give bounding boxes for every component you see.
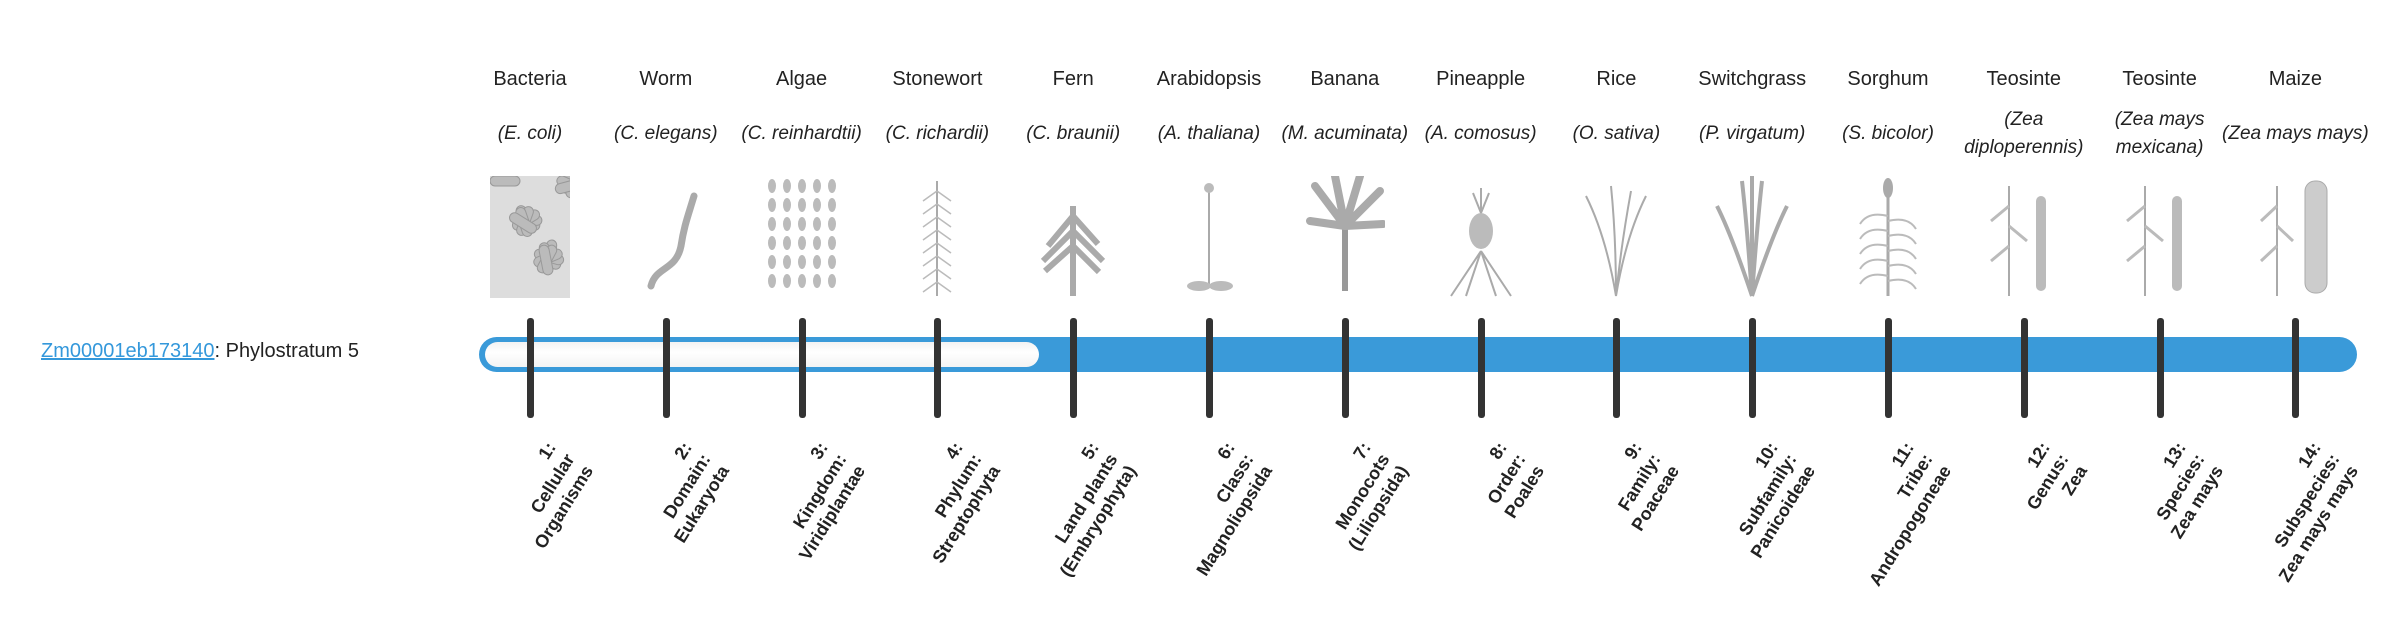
organism-common-name: Stonewort [892, 68, 983, 90]
stratum-tick [1885, 318, 1892, 418]
organism-species-name: (C. elegans) [586, 104, 746, 164]
bar-unfilled-segment [485, 342, 1040, 367]
organism-common-name: Worm [639, 68, 693, 90]
species-text: (Zea diploperennis) [1964, 109, 2084, 158]
species-text: (S. bicolor) [1842, 123, 1934, 144]
stratum-label: 12: Genus: Zea [1930, 438, 2092, 643]
organism-common-name: Teosinte [1986, 68, 2062, 90]
species-text: (A. comosus) [1424, 123, 1537, 144]
species-text: (C. elegans) [614, 123, 718, 144]
arabidopsis-icon [1187, 183, 1233, 291]
stratum-tick [2156, 318, 2164, 418]
stratum-tick [1070, 318, 1078, 418]
stratum-tick [1613, 318, 1621, 418]
stratum-label: 13: Species: Zea mays [2066, 438, 2228, 643]
stratum-tick [1749, 318, 1757, 418]
maize-icon [2260, 180, 2328, 296]
stratum-label: 6: Class: Magnoliopsida [1115, 438, 1277, 643]
algae-icon [767, 179, 836, 288]
organism-common-name: Fern [1052, 68, 1094, 90]
organism-species-name: (M. acuminata) [1265, 104, 1425, 164]
organism-common-name: Bacteria [493, 68, 567, 90]
organism-common-name: Pineapple [1436, 68, 1526, 90]
stratum-tick [2292, 318, 2300, 418]
species-text: (Zea mays mexicana) [2114, 109, 2205, 158]
stratum-label: 4: Phylum: Streptophyta [843, 438, 1005, 643]
stonewort-icon [922, 181, 952, 296]
organism-species-name: (A. comosus) [1401, 104, 1561, 164]
species-text: (P. virgatum) [1699, 123, 1806, 144]
bacteria-icon [490, 176, 570, 298]
species-text: (A. thaliana) [1157, 123, 1261, 144]
organism-species-name: (C. reinhardtii) [722, 104, 882, 164]
stratum-label: 8: Order: Poales [1387, 438, 1549, 643]
stratum-tick [662, 318, 670, 418]
rice-icon [1585, 185, 1648, 297]
switchgrass-icon [1715, 176, 1789, 297]
organism-common-name: Switchgrass [1698, 68, 1807, 90]
organism-common-name: Banana [1310, 68, 1380, 90]
stratum-label: 14: Subspecies: Zea mays mays [2201, 438, 2363, 643]
organism-species-name: (A. thaliana) [1129, 104, 1289, 164]
organism-species-name: (C. richardii) [857, 104, 1017, 164]
gene-id-link[interactable]: Zm00001eb173140 [41, 340, 215, 362]
worm-icon [647, 192, 698, 290]
stratum-label: 3: Kingdom: Viridiplantae [708, 438, 870, 643]
sorghum-icon [1859, 178, 1917, 296]
fern-icon [1041, 206, 1106, 296]
stratum-label: 7: Monocots (Liliopsida) [1251, 438, 1413, 643]
species-text: (C. richardii) [885, 123, 990, 144]
phylostratum-text: : Phylostratum 5 [214, 340, 359, 362]
banana-icon [1305, 176, 1385, 291]
species-text: (M. acuminata) [1281, 123, 1409, 144]
organism-common-name: Arabidopsis [1156, 68, 1262, 90]
organism-species-name: (E. coli) [450, 104, 610, 164]
stratum-tick [1341, 318, 1349, 418]
organism-species-name: (Zea mays mexicana) [2080, 104, 2240, 164]
organism-common-name: Algae [776, 68, 828, 90]
species-text: (C. braunii) [1026, 123, 1121, 144]
species-text: (E. coli) [497, 123, 563, 144]
stratum-tick [934, 318, 942, 418]
stratum-label: 9: Family: Poaceae [1522, 438, 1684, 643]
stratum-label: 10: Subfamily: Panicoideae [1658, 438, 1820, 643]
stratum-tick [798, 318, 806, 418]
phylostratum-bar [479, 337, 2357, 372]
stratum-label: 1: Cellular Organisms [436, 438, 598, 643]
organism-species-name: (O. sativa) [1536, 104, 1696, 164]
stratum-tick [1477, 318, 1485, 418]
organism-species-name: (C. braunii) [993, 104, 1153, 164]
organism-species-name: (S. bicolor) [1808, 104, 1968, 164]
stratum-tick [1206, 318, 1213, 418]
organism-species-name: (Zea diploperennis) [1944, 104, 2104, 164]
gene-label: Zm00001eb173140: Phylostratum 5 [41, 340, 359, 363]
organism-species-name: (P. virgatum) [1672, 104, 1832, 164]
species-text: (Zea mays mays) [2222, 123, 2369, 144]
stratum-label: 11: Tribe: Andropogoneae [1794, 438, 1956, 643]
species-text: (C. reinhardtii) [741, 123, 862, 144]
stratum-label: 5: Land plants (Embryophyta) [979, 438, 1141, 643]
stratum-tick [2020, 318, 2028, 418]
organism-common-name: Sorghum [1847, 68, 1929, 90]
teosinte-icon [1989, 186, 2046, 296]
teosinte-icon [2125, 186, 2182, 296]
organism-common-name: Teosinte [2122, 68, 2197, 90]
organism-common-name: Maize [2268, 68, 2323, 90]
organism-common-name: Rice [1596, 68, 1637, 90]
organism-species-name: (Zea mays mays) [2215, 104, 2375, 164]
pineapple-icon [1449, 188, 1512, 297]
stratum-tick [527, 318, 534, 418]
species-text: (O. sativa) [1572, 123, 1661, 144]
stratum-label: 2: Domain: Eukaryota [572, 438, 734, 643]
